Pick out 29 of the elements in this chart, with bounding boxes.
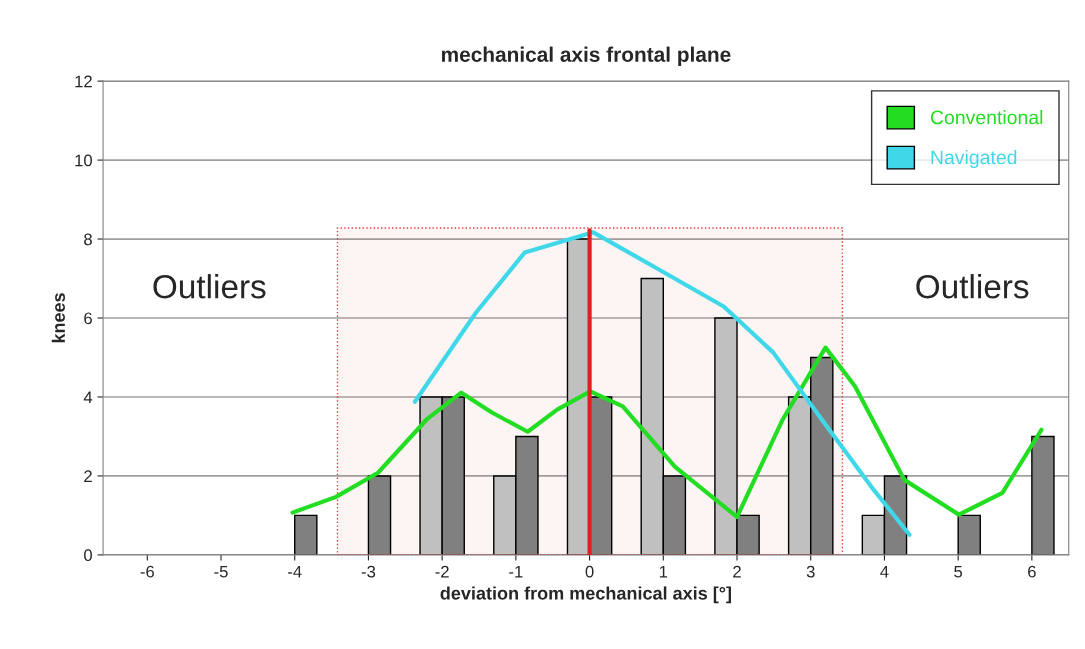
y-tick-label: 4 — [83, 391, 93, 404]
chart-title: mechanical axis frontal plane — [441, 46, 731, 66]
x-tick-label: -2 — [435, 565, 449, 578]
x-axis-title: deviation from mechanical axis [°] — [440, 586, 731, 604]
x-tick-label: 1 — [659, 565, 668, 578]
x-tick-label: 5 — [954, 565, 963, 578]
x-tick-label: 3 — [806, 565, 815, 578]
x-tick-label: -5 — [214, 565, 228, 578]
x-tick-label: -3 — [361, 565, 376, 578]
line-series — [290, 345, 1044, 520]
x-tick-label: 2 — [733, 565, 741, 578]
x-tick-label: -6 — [140, 565, 154, 578]
y-tick-label: 10 — [75, 154, 93, 167]
y-tick-label: 0 — [84, 549, 93, 562]
y-tick-label: 8 — [84, 233, 92, 246]
x-tick-label: 4 — [880, 565, 889, 578]
annotation: Outliers — [153, 274, 266, 299]
y-tick-label: 2 — [84, 470, 92, 482]
annotation: Outliers — [916, 274, 1029, 299]
x-tick-label: 0 — [585, 565, 594, 578]
x-tick-label: -1 — [509, 565, 523, 578]
legend-label: Conventional — [930, 110, 1043, 125]
y-tick-label: 6 — [84, 312, 92, 325]
line-series — [412, 230, 912, 537]
legend-label: Navigated — [931, 149, 1017, 169]
y-tick-label: 12 — [75, 75, 92, 88]
x-tick-label: 6 — [1028, 565, 1036, 578]
y-axis-title: knees — [51, 293, 65, 343]
x-tick-label: -4 — [288, 565, 302, 578]
